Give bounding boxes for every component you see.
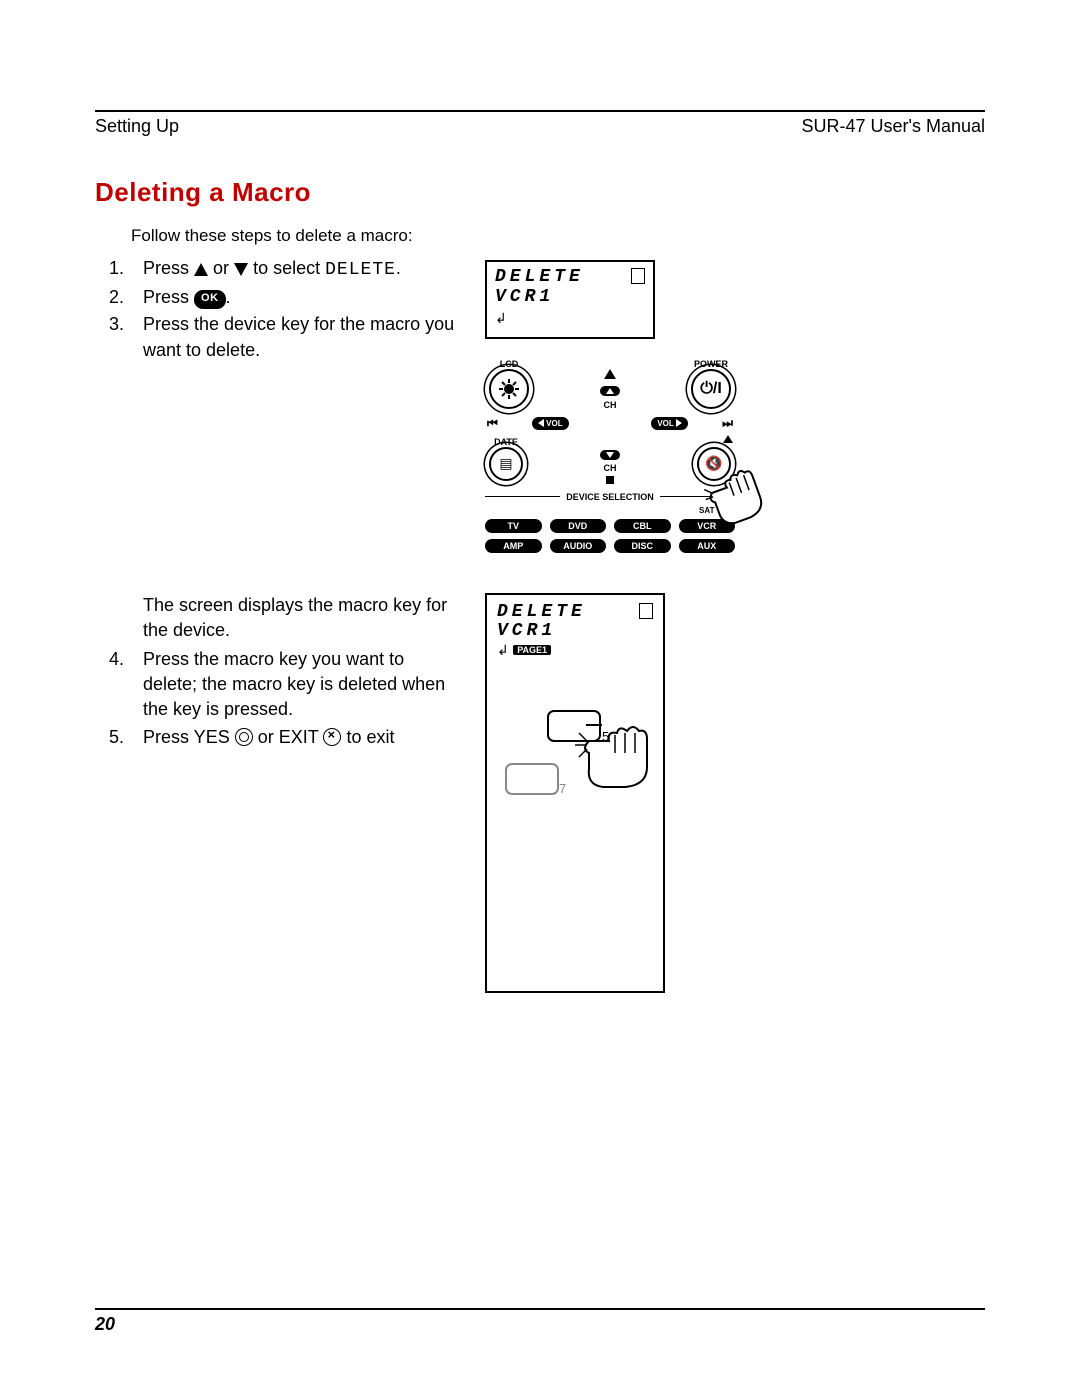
step-1: Press or to select DELETE. <box>129 256 455 283</box>
ch-down-button <box>600 450 620 460</box>
return-arrow-icon-2: ↲ <box>497 642 509 658</box>
vol-label-r: VOL <box>657 419 673 428</box>
return-arrow-icon: ↲ <box>495 310 645 327</box>
lcd-screen-tall: DELETE VCR1 ↲ PAGE1 5 7 <box>485 593 665 993</box>
intro-text: Follow these steps to delete a macro: <box>131 226 985 246</box>
step-4: Press the macro key you want to delete; … <box>129 647 455 723</box>
page-badge: PAGE1 <box>513 645 551 655</box>
lock-icon-2 <box>639 603 653 619</box>
device-audio: AUDIO <box>550 539 607 553</box>
page-number: 20 <box>95 1314 985 1335</box>
device-tv: TV <box>485 519 542 533</box>
yes-button-icon <box>235 728 253 746</box>
figures-column-1: DELETE VCR1 ↲ LCD CH <box>485 256 985 553</box>
step-1-text-d: . <box>396 258 401 278</box>
steps-column-1: Press or to select DELETE. Press OK. Pre… <box>95 256 455 365</box>
step-5: Press YES or EXIT to exit <box>129 725 455 750</box>
device-aux: AUX <box>679 539 736 553</box>
lcd2-line-2: VCR1 <box>497 622 653 642</box>
device-disc: DISC <box>614 539 671 553</box>
ch-label-2: CH <box>600 463 620 473</box>
page-icon: ▤ <box>499 455 512 472</box>
lock-icon <box>631 268 645 284</box>
section-title: Deleting a Macro <box>95 177 985 208</box>
steps-list-1: Press or to select DELETE. Press OK. Pre… <box>95 256 455 363</box>
footer-rule <box>95 1308 985 1310</box>
ch-up-button <box>600 386 620 396</box>
header-rule <box>95 110 985 112</box>
manual-page: Setting Up SUR-47 User's Manual Deleting… <box>0 0 1080 1397</box>
vol-down-button: VOL <box>532 417 568 430</box>
power-icon: ⏻/I <box>700 380 722 398</box>
step-5-text-b: or EXIT <box>258 727 324 747</box>
play-up-icon <box>604 369 616 379</box>
eject-icon <box>723 435 733 443</box>
step-2-text-a: Press <box>143 287 194 307</box>
lcd-line-2: VCR1 <box>495 288 645 308</box>
step-1-delete: DELETE <box>325 260 396 280</box>
content-row-2: The screen displays the macro key for th… <box>95 593 985 993</box>
steps-list-2: Press the macro key you want to delete; … <box>95 647 455 750</box>
header-right: SUR-47 User's Manual <box>802 116 986 137</box>
step-3: Press the device key for the macro you w… <box>129 312 455 362</box>
page-footer: 20 <box>95 1308 985 1335</box>
up-arrow-icon <box>194 263 208 276</box>
step-2: Press OK. <box>129 285 455 310</box>
lcd2-status-row: ↲ PAGE1 <box>497 642 653 660</box>
step-1-text-b: or <box>213 258 234 278</box>
device-selection-label: DEVICE SELECTION <box>566 492 654 502</box>
gear-icon <box>499 379 519 399</box>
ch-label-1: CH <box>600 400 620 410</box>
macro-key-7 <box>505 763 559 795</box>
steps-column-2: The screen displays the macro key for th… <box>95 593 455 752</box>
macro-key-7-num: 7 <box>559 781 566 796</box>
device-dvd: DVD <box>550 519 607 533</box>
device-cbl: CBL <box>614 519 671 533</box>
power-label: POWER <box>691 359 731 369</box>
device-amp: AMP <box>485 539 542 553</box>
step-1-text-c: to select <box>253 258 325 278</box>
lcd-button <box>489 369 529 409</box>
mid-text: The screen displays the macro key for th… <box>95 593 455 643</box>
remote-diagram: LCD CH POWER ⏻/I <box>485 359 735 553</box>
prev-track-icon: ⏮ <box>487 416 498 431</box>
lcd2-line-1: DELETE <box>497 603 653 623</box>
step-5-text-c: to exit <box>346 727 394 747</box>
ok-button-icon: OK <box>194 290 226 308</box>
step-5-text-a: Press YES <box>143 727 235 747</box>
hand-pressing-icon <box>575 723 671 795</box>
stop-icon <box>606 476 614 484</box>
mute-icon: 🔇 <box>705 455 722 472</box>
page-header: Setting Up SUR-47 User's Manual <box>95 116 985 137</box>
date-button: ▤ <box>489 447 523 481</box>
content-row-1: Press or to select DELETE. Press OK. Pre… <box>95 256 985 553</box>
lcd-line-1: DELETE <box>495 268 645 288</box>
vol-label-l: VOL <box>546 419 562 428</box>
device-grid: TV DVD CBL VCR AMP AUDIO DISC AUX <box>485 519 735 553</box>
step-2-text-b: . <box>226 287 231 307</box>
vol-up-button: VOL <box>651 417 687 430</box>
date-label: DATE <box>489 437 523 447</box>
power-button: ⏻/I <box>691 369 731 409</box>
step-1-text-a: Press <box>143 258 194 278</box>
lcd-label: LCD <box>489 359 529 369</box>
exit-button-icon <box>323 728 341 746</box>
device-selection-divider: DEVICE SELECTION <box>485 492 735 502</box>
down-arrow-icon <box>234 263 248 276</box>
figures-column-2: DELETE VCR1 ↲ PAGE1 5 7 <box>485 593 985 993</box>
next-track-icon: ⏭ <box>722 416 733 431</box>
header-left: Setting Up <box>95 116 179 137</box>
lcd-screen-small: DELETE VCR1 ↲ <box>485 260 655 339</box>
